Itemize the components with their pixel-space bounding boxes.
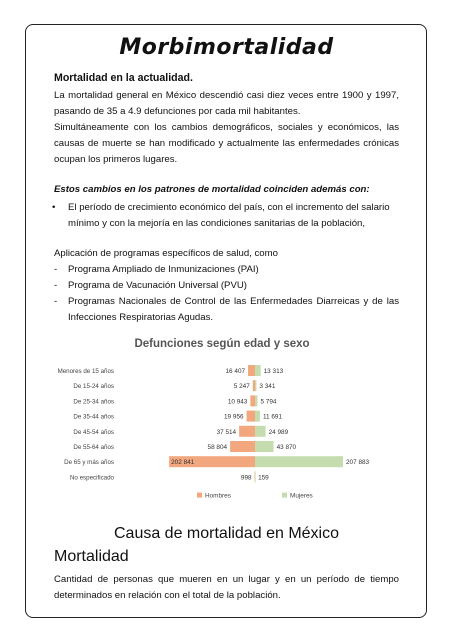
mortalidad-heading: Mortalidad [54,548,129,565]
data-label-mujeres: 24 989 [269,429,289,436]
section-cambios: Estos cambios en los patrones de mortali… [52,182,399,232]
bar-hombres [252,380,255,392]
section-title: Causa de mortalidad en México [113,525,339,542]
legend-swatch-hombres [197,492,202,498]
dash-icon: - [54,280,58,291]
paragraph: La mortalidad general en México descendi… [54,90,399,117]
category-label: De 55-64 años [73,444,114,451]
bar-mujeres [255,441,274,452]
paragraph: Cantidad de personas que mueren en un lu… [54,574,399,601]
paragraph: Simultáneamente con los cambios demográf… [54,122,399,165]
list-item: - Programas Nacionales de Control de las… [54,294,399,326]
chart-title: Defunciones según edad y sexo [134,338,310,350]
bar-hombres [250,395,255,407]
data-label-hombres: 998 [241,474,252,481]
data-label-mujeres: 159 [258,474,269,481]
page-border [25,24,427,618]
legend-label-hombres: Hombres [205,493,231,500]
category-label: Menores de 15 años [58,368,114,375]
data-label-hombres: 37 514 [217,429,237,436]
section-heading: Estos cambios en los patrones de mortali… [54,184,370,195]
dash-icon: - [54,264,58,275]
data-label-hombres: 10 943 [228,398,248,405]
bar-mujeres [255,456,343,468]
category-label: De 65 y más años [64,459,114,466]
list-item-text: Programas Nacionales de Control de las E… [68,296,399,323]
data-label-hombres: 5 247 [234,383,250,390]
list-item-text: El período de crecimiento económico del … [68,202,390,229]
deaths-by-age-chart: Defunciones según edad y sexo Menores de… [52,338,392,510]
list-item-text: Programa Ampliado de Inmunizaciones (PAI… [68,264,259,275]
bar-hombres [230,441,255,452]
data-label-mujeres: 207 883 [346,459,370,466]
bar-mujeres [255,471,256,483]
bar-mujeres [255,365,261,376]
data-label-mujeres: 13 313 [264,368,284,375]
data-label-hombres: 19 956 [224,414,244,421]
bar-hombres [239,425,255,437]
list-item: - Programa Ampliado de Inmunizaciones (P… [54,262,399,278]
list-item: - Programa de Vacunación Universal (PVU) [54,278,399,294]
list-item: • El período de crecimiento económico de… [52,200,399,232]
bar-hombres [169,456,255,468]
bar-hombres [248,365,255,376]
bullet-icon: • [52,202,56,213]
data-label-mujeres: 5 794 [260,398,276,405]
list-item-text: Programa de Vacunación Universal (PVU) [68,280,247,291]
bar-mujeres [255,380,257,392]
bar-hombres [246,410,255,422]
data-label-mujeres: 11 691 [263,414,283,421]
category-label: No especificado [70,474,115,481]
bar-hombres [254,471,256,483]
document-title: Morbimortalidad [119,35,334,60]
dash-icon: - [54,296,58,307]
bar-mujeres [255,425,266,437]
data-label-hombres: 16 407 [226,368,246,375]
category-label: De 35-44 años [73,414,114,421]
bar-mujeres [255,395,258,407]
paragraph: Aplicación de programas específicos de s… [54,248,278,259]
category-label: De 25-34 años [73,398,114,405]
chart-canvas: Menores de 15 años 16 407 13 313 De 15-24 a… [58,365,370,500]
data-label-mujeres: 43 870 [277,444,297,451]
section-heading: Mortalidad en la actualidad. [54,72,193,84]
bar-mujeres [255,410,260,422]
section-programas: Aplicación de programas específicos de s… [54,246,399,326]
category-label: De 15-24 años [73,383,114,390]
data-label-hombres: 58 804 [208,444,228,451]
data-label-hombres: 202 841 [171,459,195,466]
category-label: De 45-54 años [73,429,114,436]
section-mortalidad-actual: Mortalidad en la actualidad. La mortalid… [54,70,399,168]
legend-label-mujeres: Mujeres [290,493,313,500]
data-label-mujeres: 3 341 [259,383,275,390]
legend-swatch-mujeres [282,492,287,498]
